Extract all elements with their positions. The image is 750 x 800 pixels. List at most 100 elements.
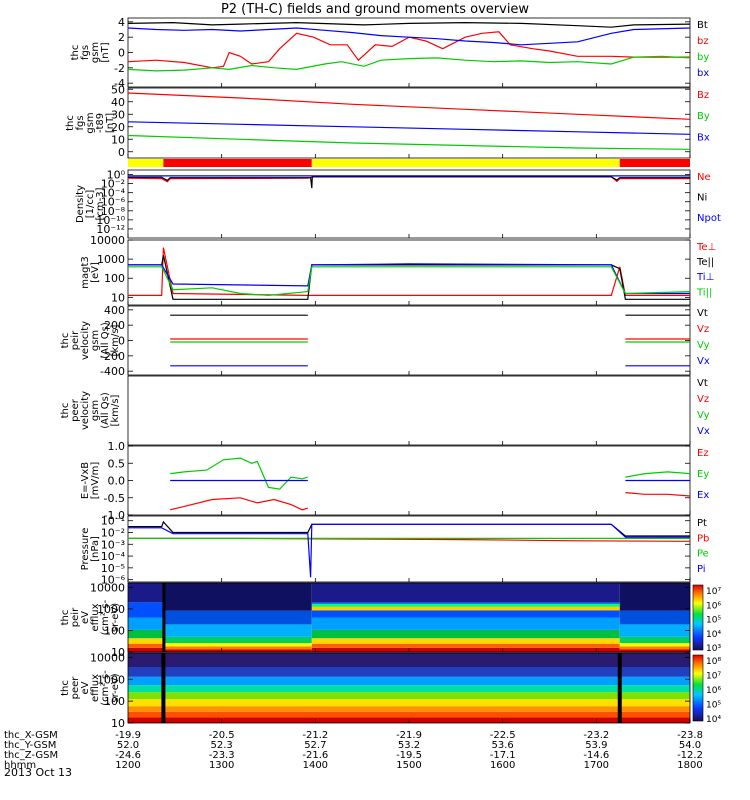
- series-line: [127, 27, 691, 46]
- ylabel-line: [nT]: [100, 42, 111, 62]
- spectrogram-band: [311, 603, 620, 607]
- mode-bar-segment: [311, 159, 620, 167]
- spectrogram-band: [311, 629, 620, 639]
- series-Te||: [128, 255, 690, 300]
- panel-frame: [127, 515, 691, 583]
- y-tick-label: 10⁰: [107, 169, 126, 182]
- ylabel-line: thc: [60, 333, 71, 349]
- legend-entry: Vz: [697, 394, 709, 405]
- spectrogram-band: [311, 638, 620, 644]
- ylabel-line: [km/s]: [110, 324, 121, 356]
- series-line: [625, 471, 691, 478]
- orbit-row-value: 53.9: [585, 740, 607, 751]
- spectrogram-band: [128, 653, 690, 667]
- y-tick-label: 1.0: [108, 440, 126, 453]
- orbit-row-label: thc_Y-GSM: [4, 740, 56, 751]
- spectrogram-band: [163, 649, 312, 652]
- panel-peer_velocity: thcpeervelocitygsm(All Qs)[km/s] Vt Vz Vy Vx: [60, 375, 710, 446]
- legend-entry: By: [697, 111, 710, 122]
- ylabel-line: [1/cc]: [85, 190, 96, 219]
- spectrogram-band: [163, 643, 312, 647]
- mode-bar: [128, 159, 690, 167]
- ylabel-line: [nT]: [105, 113, 116, 133]
- orbit-row-value: -19.5: [396, 750, 422, 761]
- ylabel-line: thc: [60, 680, 71, 696]
- ylabel-line: -t89: [95, 113, 106, 133]
- orbit-row-value: 1600: [490, 760, 515, 771]
- ylabel-line: peir: [70, 607, 81, 627]
- y-tick-label: 30: [111, 108, 125, 121]
- series-Ti||: [128, 266, 691, 297]
- spectrogram-band: [163, 636, 312, 644]
- colorbar-tick-label: 10⁴: [706, 630, 721, 640]
- legend-entry: Vt: [697, 378, 708, 389]
- panel-peir_eflux: 10⁷ 10⁶ 10⁵ 10⁴ 10³ 10000 1000 100 10 thcpeireVef…: [60, 581, 721, 659]
- ylabel-line: magt3: [80, 256, 91, 289]
- colorbar: 10⁷ 10⁶ 10⁵ 10⁴ 10³: [692, 584, 721, 654]
- ylabel-line: (All Qs): [100, 322, 111, 359]
- ylabel-line: fgs: [75, 115, 86, 130]
- colorbar-tick-label: 10⁶: [706, 601, 721, 611]
- series-line: [127, 92, 691, 120]
- panel-ylabel: Pressure[nPa]: [80, 528, 101, 571]
- ylabel-line: [km/s]: [110, 394, 121, 426]
- panel-frame: [127, 17, 691, 88]
- orbit-row-value: 1300: [209, 760, 234, 771]
- colorbar-tick-label: 10⁶: [706, 686, 721, 696]
- legend-entry: Vy: [697, 410, 710, 421]
- orbit-row-value: -24.6: [115, 750, 141, 761]
- legend-entry: Pt: [697, 518, 707, 529]
- y-tick-label: 10000: [90, 581, 125, 594]
- legend-entry: Vx: [697, 426, 710, 437]
- y-tick-label: 20: [111, 121, 125, 134]
- y-tick-label: -4: [114, 77, 125, 90]
- y-tick-label: 10: [111, 717, 125, 730]
- orbit-row-value: 1500: [396, 760, 421, 771]
- orbit-row-value: 53.2: [398, 740, 420, 751]
- y-tick-label: 40: [111, 96, 125, 109]
- spectrogram-band: [619, 649, 690, 652]
- ylabel-line: peer: [70, 398, 81, 422]
- legend-entry: bx: [697, 68, 709, 79]
- spectrogram-band: [619, 643, 690, 647]
- panel-ylabel: E=-VxB[mV/m]: [80, 462, 101, 500]
- panel-density: 10⁰10⁻²10⁻⁴10⁻⁶10⁻⁸10⁻¹⁰10⁻¹²Density[1/c…: [75, 169, 721, 239]
- spectrogram-gap: [161, 653, 166, 723]
- legend-entry: Ex: [697, 490, 709, 501]
- spectrogram-gap: [617, 653, 622, 723]
- y-tick-label: 10⁻⁴: [101, 550, 126, 563]
- panel-legend: Vt Vz Vy Vx: [697, 308, 710, 367]
- y-tick-label: 1000: [97, 603, 125, 616]
- panel-ylabel: magt3[eV]: [80, 256, 101, 289]
- legend-entry: Bx: [697, 132, 710, 143]
- spectrogram: [128, 653, 690, 723]
- panel-pressure: 10⁻¹10⁻²10⁻³10⁻⁴10⁻⁵10⁻⁶Pressure[nPa]PtP…: [80, 515, 709, 587]
- y-tick-label: 10⁻¹⁰: [96, 214, 125, 227]
- orbit-row-value: -12.2: [677, 750, 703, 761]
- orbit-row-label: thc_Z-GSM: [4, 750, 58, 761]
- y-tick-label: 100: [104, 695, 125, 708]
- series-Ni: [128, 176, 690, 189]
- series-line: [127, 31, 690, 69]
- series-line: [128, 176, 690, 189]
- ylabel-line: peer: [70, 676, 81, 700]
- panel-peer_eflux: 10⁸ 10⁷ 10⁶ 10⁵ 10⁴ 10000 1000 100 10 thcpeereVef…: [60, 651, 721, 730]
- spectrogram-band: [163, 646, 312, 650]
- spectrogram-band: [128, 647, 164, 652]
- orbit-row-value: 1400: [303, 760, 328, 771]
- ylabel-line: (All Qs): [100, 392, 111, 429]
- y-tick-label: 2: [118, 31, 125, 44]
- y-tick-label: 50: [111, 83, 125, 96]
- y-tick-label: 10⁻⁵: [101, 562, 125, 575]
- orbit-row-value: 1700: [584, 760, 609, 771]
- legend-entry: Te⊥: [696, 242, 716, 253]
- spectrogram-band: [128, 676, 690, 686]
- spectrogram-band: [128, 638, 164, 644]
- series-line: [170, 457, 308, 490]
- spectrogram-band: [128, 685, 690, 693]
- colorbar-tick-label: 10⁸: [706, 657, 721, 667]
- legend-entry: Ti||: [696, 287, 712, 298]
- legend-entry: Pi: [697, 564, 706, 575]
- panel-frame: [127, 169, 691, 239]
